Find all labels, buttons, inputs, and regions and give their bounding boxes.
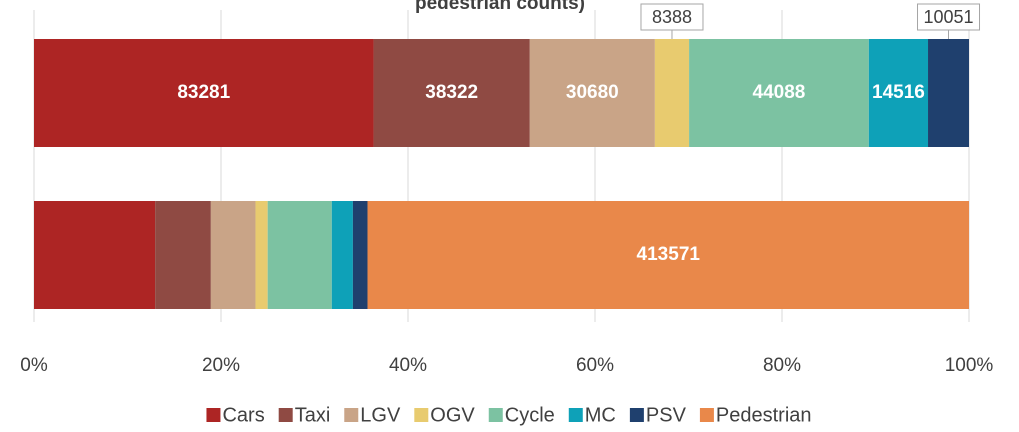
x-tick-label: 20% [202,355,240,376]
legend-label: Taxi [295,404,331,426]
bar-segment [34,201,156,309]
bar-segment [352,201,368,309]
legend-label: OGV [430,404,475,426]
data-label: 30680 [566,82,619,103]
data-label: 44088 [753,82,806,103]
x-tick-label: 0% [20,355,48,376]
bar-segment [34,39,374,147]
data-label: 413571 [637,244,701,265]
data-label: 83281 [177,82,230,103]
bar-segment [689,39,869,147]
legend-swatch [414,408,429,422]
data-label: 10051 [923,7,973,27]
legend: Cars Taxi LGV OGV Cycle MC PSV Pedestrian [206,404,812,426]
bar-segment [155,201,211,309]
bar-segment [928,39,969,147]
x-tick-label: 100% [945,355,994,376]
legend-swatch [488,408,503,422]
legend-swatch [344,408,359,422]
x-tick-label: 60% [576,355,614,376]
legend-label: PSV [646,404,687,426]
bar-segment [210,201,256,309]
legend-swatch [278,408,293,422]
bar-segment [331,201,353,309]
x-tick-label: 80% [763,355,801,376]
legend-label: MC [585,404,616,426]
bar-segment [868,39,929,147]
data-label: 14516 [872,82,925,103]
bar-segment [654,39,690,147]
bar-segment [373,39,530,147]
legend-swatch [206,408,221,422]
callout-box [640,3,704,31]
x-tick-label: 40% [389,355,427,376]
legend-label: Cycle [505,404,555,426]
legend-label: Cars [222,404,264,426]
bar-segment [255,201,268,309]
legend-swatch [629,408,644,422]
legend-label: LGV [360,404,401,426]
legend-label: Pedestrian [716,404,812,426]
bar-segment [267,201,332,309]
bar-segment [367,201,969,309]
legend-swatch [699,408,714,422]
chart-title: pedestrian counts) [415,0,585,14]
callout-box [917,3,981,31]
bar-segment [529,39,655,147]
legend-swatch [568,408,583,422]
data-label: 38322 [425,82,478,103]
data-label: 8388 [652,7,692,27]
